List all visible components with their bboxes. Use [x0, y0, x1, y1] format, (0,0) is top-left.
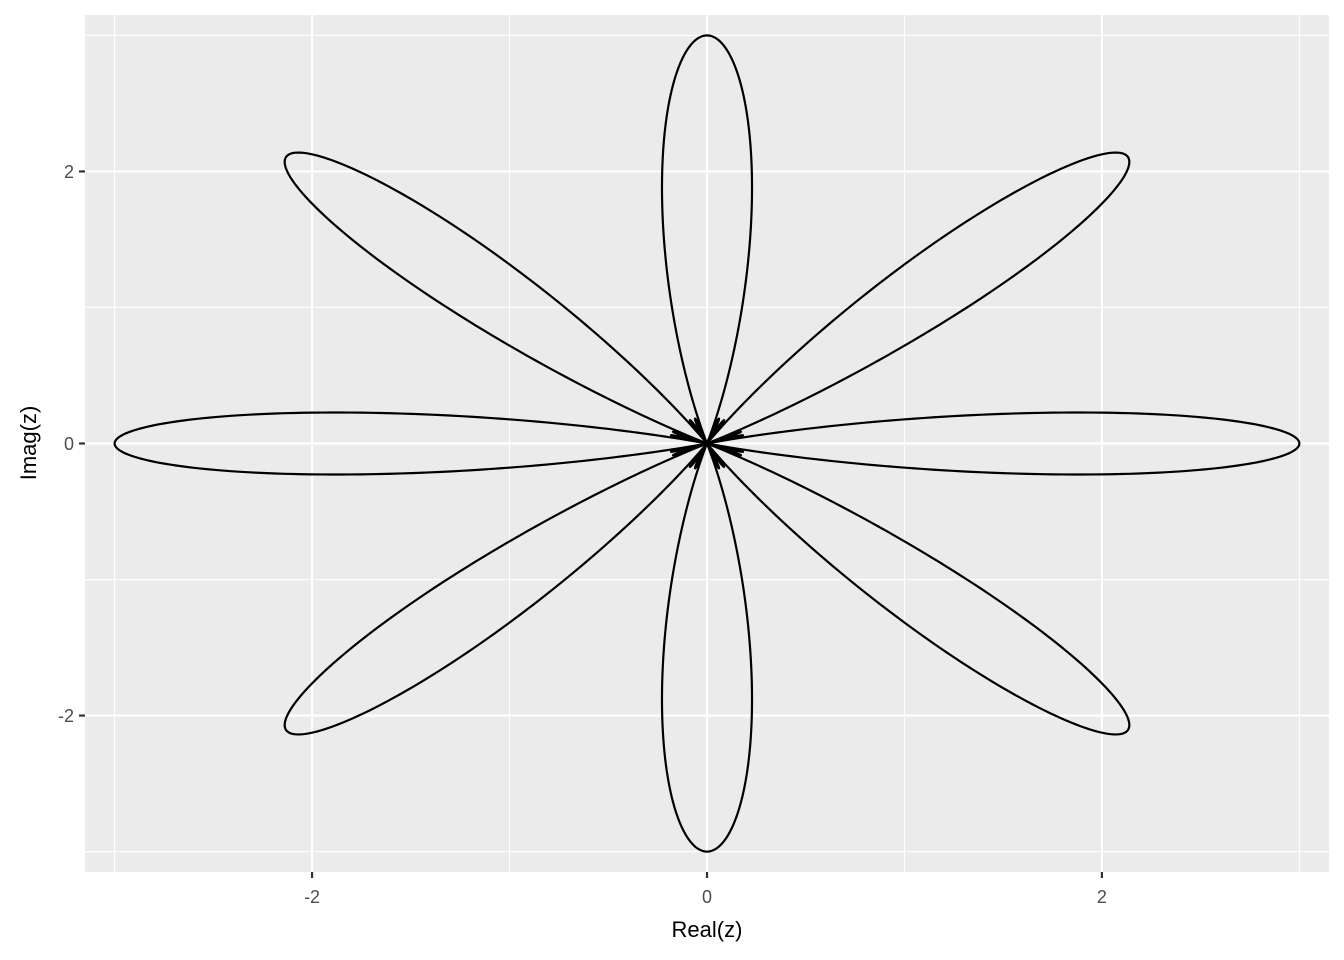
y-axis-title: Imag(z)	[16, 406, 41, 481]
y-tick-label: 2	[64, 162, 74, 182]
y-tick-label: 0	[64, 434, 74, 454]
x-axis-title: Real(z)	[672, 917, 743, 942]
axes: -2 0 2 -2 0 2	[58, 162, 1107, 907]
curve-line	[113, 34, 1301, 853]
y-tick-label: -2	[58, 706, 74, 726]
x-tick-label: -2	[304, 887, 320, 907]
x-tick-label: 2	[1097, 887, 1107, 907]
x-tick-label: 0	[702, 887, 712, 907]
